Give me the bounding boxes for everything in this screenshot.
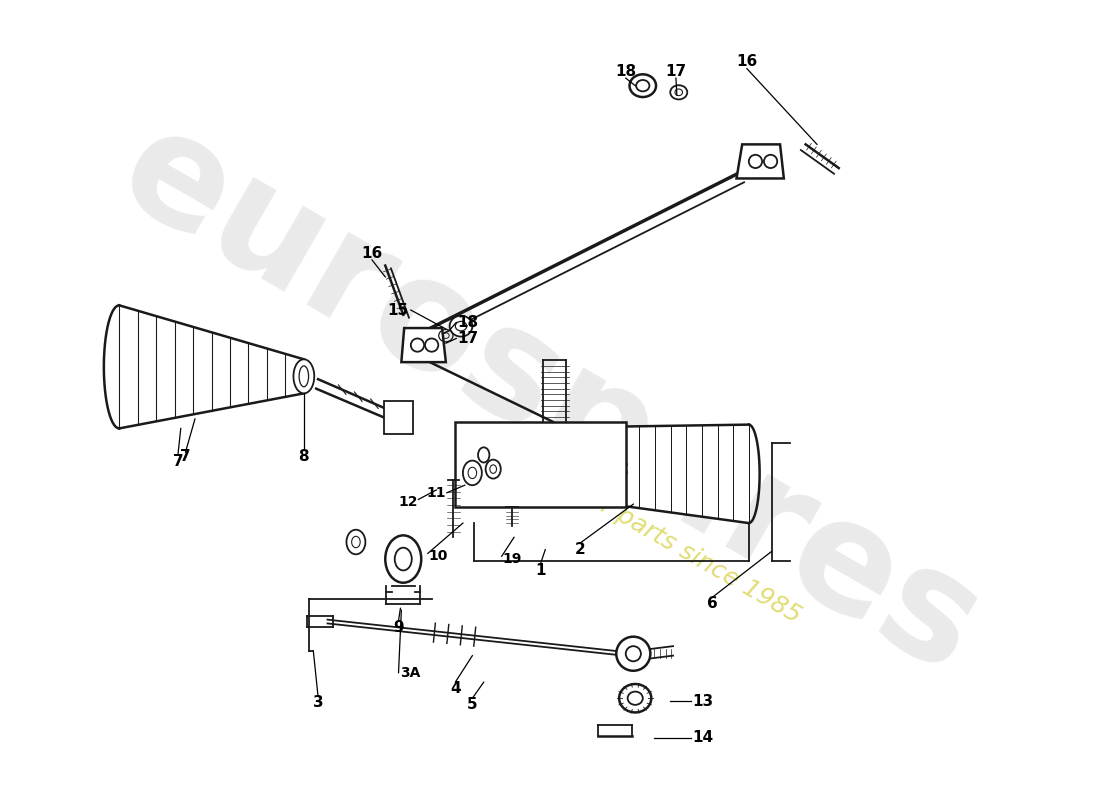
Text: 18: 18 bbox=[615, 64, 636, 79]
Polygon shape bbox=[402, 328, 446, 362]
Circle shape bbox=[616, 637, 650, 670]
Text: 13: 13 bbox=[692, 694, 713, 709]
Text: 6: 6 bbox=[707, 596, 718, 611]
Text: 16: 16 bbox=[736, 54, 758, 69]
Ellipse shape bbox=[385, 535, 421, 582]
Ellipse shape bbox=[619, 684, 651, 713]
Ellipse shape bbox=[346, 530, 365, 554]
Ellipse shape bbox=[478, 447, 490, 462]
Text: 3A: 3A bbox=[400, 666, 421, 680]
Polygon shape bbox=[737, 144, 784, 178]
Bar bbox=[384, 401, 412, 434]
Text: 19: 19 bbox=[503, 552, 522, 566]
Text: eurospares: eurospares bbox=[95, 94, 1005, 706]
Text: 17: 17 bbox=[666, 64, 686, 79]
Text: 3: 3 bbox=[312, 695, 323, 710]
Text: 1: 1 bbox=[536, 563, 546, 578]
Ellipse shape bbox=[450, 316, 472, 337]
Text: 14: 14 bbox=[692, 730, 713, 746]
Text: 15: 15 bbox=[387, 302, 408, 318]
Polygon shape bbox=[119, 306, 304, 429]
Text: 11: 11 bbox=[427, 486, 446, 500]
Text: 12: 12 bbox=[398, 495, 418, 510]
Text: 7: 7 bbox=[180, 450, 190, 464]
Text: 10: 10 bbox=[429, 550, 448, 563]
Polygon shape bbox=[624, 425, 749, 523]
Ellipse shape bbox=[463, 461, 482, 486]
Text: 18: 18 bbox=[458, 315, 478, 330]
Text: 4: 4 bbox=[450, 682, 461, 696]
Ellipse shape bbox=[485, 460, 501, 478]
Text: 8: 8 bbox=[298, 450, 309, 464]
Text: a passion for parts since 1985: a passion for parts since 1985 bbox=[465, 418, 805, 628]
Text: 16: 16 bbox=[362, 246, 383, 261]
Ellipse shape bbox=[294, 359, 315, 394]
Text: 9: 9 bbox=[393, 620, 404, 634]
Text: 2: 2 bbox=[575, 542, 585, 557]
Text: 5: 5 bbox=[468, 698, 477, 712]
Ellipse shape bbox=[629, 74, 656, 97]
Bar bbox=[455, 422, 626, 507]
Text: 17: 17 bbox=[458, 331, 478, 346]
Text: 7: 7 bbox=[173, 454, 184, 469]
